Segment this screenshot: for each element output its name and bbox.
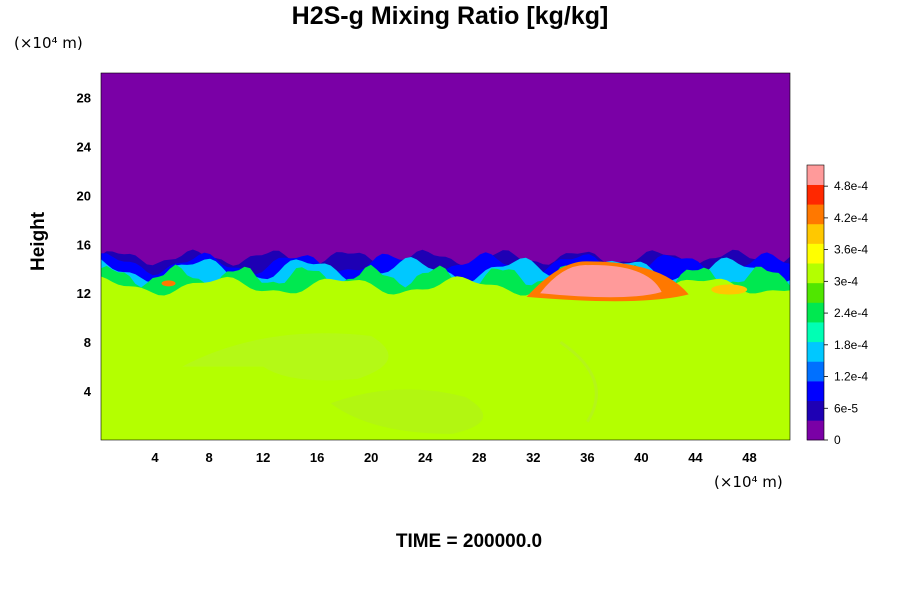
y-unit-text: (×10⁴ m) bbox=[14, 34, 83, 52]
colorbar-tick-label: 2.4e-4 bbox=[834, 306, 868, 320]
x-tick-label: 48 bbox=[742, 450, 756, 465]
y-tick-label: 4 bbox=[84, 384, 92, 399]
colorbar: 0 6e-5 1.2e-4 1.8e-4 2.4e-4 3e-4 3.6e-4 4.2e-4 4… bbox=[806, 164, 868, 447]
x-tick-label: 36 bbox=[580, 450, 594, 465]
y-tick-label: 8 bbox=[84, 335, 91, 350]
x-tick-label: 4 bbox=[151, 450, 159, 465]
colorbar-swatch bbox=[807, 341, 824, 362]
chart-title: H2S-g Mixing Ratio [kg/kg] bbox=[291, 2, 609, 30]
swirl-center bbox=[330, 389, 484, 434]
swirl-left bbox=[182, 333, 389, 381]
colorbar-swatch bbox=[807, 184, 824, 205]
x-tick-label: 28 bbox=[472, 450, 486, 465]
x-tick-label: 44 bbox=[688, 450, 703, 465]
colorbar-swatch bbox=[807, 361, 824, 382]
x-axis-ticks: 4 8 12 16 20 24 28 32 36 40 44 48 bbox=[151, 450, 756, 465]
colorbar-tick-label: 1.2e-4 bbox=[834, 370, 868, 384]
y-axis-ticks: 4 8 12 16 20 24 28 bbox=[77, 90, 92, 399]
colorbar-swatch bbox=[807, 165, 824, 185]
y-tick-label: 24 bbox=[77, 139, 92, 154]
lower-layer bbox=[101, 292, 790, 440]
plume-core bbox=[552, 268, 635, 291]
colorbar-tick-label: 4.2e-4 bbox=[834, 211, 868, 225]
colorbar-tick-label: 0 bbox=[834, 433, 841, 447]
plume-spot-left bbox=[161, 280, 176, 287]
plot-area bbox=[100, 72, 791, 441]
colorbar-swatch bbox=[807, 381, 824, 402]
colorbar-tick-label: 3e-4 bbox=[834, 274, 858, 288]
x-tick-label: 12 bbox=[256, 450, 270, 465]
y-tick-label: 20 bbox=[77, 188, 91, 203]
colorbar-tick-label: 6e-5 bbox=[834, 401, 858, 415]
colorbar-swatch bbox=[807, 282, 824, 303]
x-unit-label: (×10⁴ m) bbox=[714, 473, 783, 491]
colorbar-swatch bbox=[807, 223, 824, 244]
x-tick-label: 32 bbox=[526, 450, 540, 465]
y-tick-label: 12 bbox=[77, 286, 91, 301]
colorbar-swatch bbox=[807, 302, 824, 323]
y-tick-label: 16 bbox=[77, 237, 91, 252]
colorbar-swatch bbox=[807, 322, 824, 343]
colorbar-frame bbox=[806, 164, 825, 441]
plot-frame bbox=[100, 72, 791, 441]
colorbar-swatch bbox=[807, 420, 824, 441]
swirl-stroke bbox=[559, 340, 598, 423]
plume-spot-right bbox=[711, 284, 748, 295]
colorbar-swatch bbox=[807, 243, 824, 264]
y-tick-label: 28 bbox=[77, 90, 91, 105]
x-tick-label: 40 bbox=[634, 450, 648, 465]
colorbar-swatch bbox=[807, 204, 824, 225]
x-tick-label: 24 bbox=[418, 450, 433, 465]
time-label: TIME = 200000.0 bbox=[395, 531, 543, 552]
colorbar-tick-label: 3.6e-4 bbox=[834, 243, 868, 257]
colorbar-tick-label: 4.8e-4 bbox=[834, 179, 868, 193]
colorbar-swatch bbox=[807, 263, 824, 284]
colorbar-tick-label: 1.8e-4 bbox=[834, 338, 868, 352]
x-unit-text: (×10⁴ m) bbox=[714, 473, 783, 491]
colorbar-swatch bbox=[807, 400, 824, 421]
x-tick-label: 16 bbox=[310, 450, 324, 465]
x-tick-label: 20 bbox=[364, 450, 378, 465]
x-tick-label: 8 bbox=[205, 450, 212, 465]
y-unit-label: (×10⁴ m) bbox=[14, 34, 83, 52]
